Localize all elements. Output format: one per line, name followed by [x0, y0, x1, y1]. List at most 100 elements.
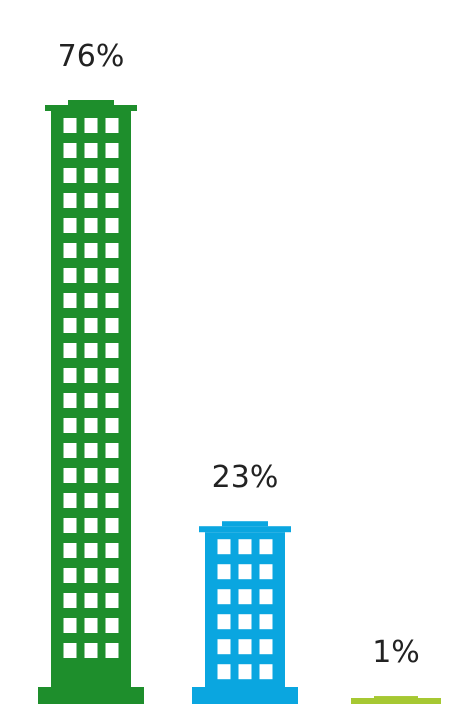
bar-window — [84, 443, 98, 458]
bar-window — [63, 643, 77, 658]
bar-window — [105, 343, 119, 358]
bar-window — [259, 639, 273, 655]
bar-window — [105, 318, 119, 333]
bar-window — [84, 568, 98, 583]
bar-window — [84, 593, 98, 608]
data-label: 76% — [58, 39, 125, 74]
bar-base — [351, 698, 441, 704]
bar-window — [84, 193, 98, 208]
bar-window — [105, 618, 119, 633]
bar-window — [63, 118, 77, 133]
bar-window — [238, 639, 252, 655]
bar-window — [105, 168, 119, 183]
bar-window — [84, 468, 98, 483]
bar-window — [63, 318, 77, 333]
bar-base — [192, 687, 298, 704]
bar-base — [38, 687, 144, 704]
bar-window — [217, 589, 231, 605]
bar-window — [105, 518, 119, 533]
bar-window — [217, 614, 231, 630]
bar-window — [84, 543, 98, 558]
bar-window — [238, 589, 252, 605]
bar-window — [84, 493, 98, 508]
bar-window — [63, 618, 77, 633]
bar-window — [259, 664, 273, 680]
bar-window — [105, 643, 119, 658]
bar-window — [259, 589, 273, 605]
bar-window — [238, 539, 252, 555]
bar-cap — [374, 696, 418, 699]
bar-roof-ledge — [45, 105, 137, 111]
bar-window — [63, 443, 77, 458]
bar-window — [105, 118, 119, 133]
bar-window — [84, 168, 98, 183]
bar-window — [238, 564, 252, 580]
bar-window — [105, 293, 119, 308]
bar-window — [84, 218, 98, 233]
bar-window — [84, 143, 98, 158]
bar-window — [63, 543, 77, 558]
bar-window — [63, 343, 77, 358]
bar-window — [105, 143, 119, 158]
bar-window — [259, 564, 273, 580]
bar-window — [105, 443, 119, 458]
bar-body — [205, 532, 285, 687]
bar-window — [105, 468, 119, 483]
bar-window — [63, 243, 77, 258]
bar-window — [63, 368, 77, 383]
bar-roof-cap — [68, 100, 114, 105]
bar-window — [63, 593, 77, 608]
bar-window — [63, 293, 77, 308]
bar-window — [84, 643, 98, 658]
bar-window — [105, 393, 119, 408]
bar-window — [259, 614, 273, 630]
bar-window — [84, 318, 98, 333]
bar-window — [84, 293, 98, 308]
bar-1 — [38, 100, 144, 704]
data-label: 23% — [212, 460, 279, 495]
bar-window — [105, 193, 119, 208]
bar-window — [84, 118, 98, 133]
bar-3 — [351, 696, 441, 704]
bar-window — [105, 568, 119, 583]
bar-2 — [192, 521, 298, 704]
bar-window — [105, 268, 119, 283]
bar-roof-ledge — [199, 526, 291, 533]
bar-window — [84, 518, 98, 533]
bar-window — [63, 468, 77, 483]
bar-window — [63, 193, 77, 208]
bar-window — [63, 168, 77, 183]
bar-window — [217, 639, 231, 655]
bar-window — [84, 393, 98, 408]
bar-window — [105, 218, 119, 233]
bar-window — [63, 143, 77, 158]
bar-window — [238, 614, 252, 630]
bar-window — [238, 664, 252, 680]
bar-window — [63, 518, 77, 533]
bar-window — [259, 539, 273, 555]
bar-window — [84, 243, 98, 258]
bar-window — [217, 539, 231, 555]
bar-window — [105, 368, 119, 383]
bar-window — [84, 368, 98, 383]
bar-window — [105, 243, 119, 258]
bar-window — [105, 418, 119, 433]
data-label: 1% — [372, 635, 420, 670]
bar-window — [217, 664, 231, 680]
bar-window — [63, 268, 77, 283]
bar-window — [63, 418, 77, 433]
bar-window — [63, 393, 77, 408]
bar-window — [105, 493, 119, 508]
bar-window — [84, 268, 98, 283]
bar-window — [105, 593, 119, 608]
bar-window — [84, 618, 98, 633]
bar-window — [84, 343, 98, 358]
bar-window — [63, 568, 77, 583]
bar-window — [217, 564, 231, 580]
bar-window — [105, 543, 119, 558]
bar-window — [63, 218, 77, 233]
bar-window — [63, 493, 77, 508]
bar-roof-cap — [222, 521, 268, 527]
bar-window — [84, 418, 98, 433]
